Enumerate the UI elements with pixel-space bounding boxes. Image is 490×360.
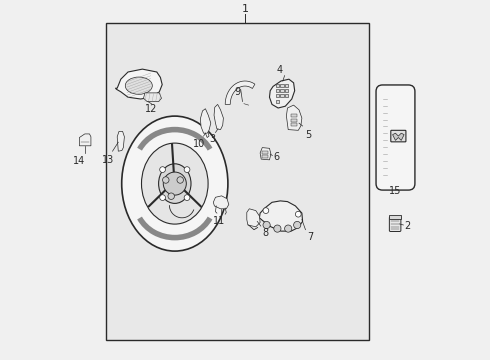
Circle shape: [163, 172, 186, 195]
Text: 15: 15: [389, 186, 402, 197]
Bar: [262, 151, 268, 154]
Text: 14: 14: [74, 156, 86, 166]
Text: 7: 7: [307, 232, 313, 242]
Circle shape: [160, 167, 166, 172]
Ellipse shape: [125, 77, 152, 94]
FancyBboxPatch shape: [390, 217, 401, 231]
Bar: [280, 84, 284, 87]
Text: 13: 13: [102, 155, 114, 165]
Polygon shape: [79, 134, 91, 146]
Circle shape: [274, 225, 281, 232]
Ellipse shape: [142, 143, 208, 224]
Polygon shape: [260, 148, 271, 160]
Circle shape: [294, 221, 301, 229]
Text: 3: 3: [209, 134, 215, 144]
Bar: [106, 23, 369, 340]
Circle shape: [295, 211, 301, 217]
Text: 6: 6: [273, 152, 279, 162]
Bar: [389, 215, 401, 219]
Bar: [280, 94, 284, 97]
Bar: [291, 123, 297, 126]
Bar: [291, 119, 297, 122]
Circle shape: [163, 177, 169, 183]
Polygon shape: [200, 109, 211, 133]
Bar: [285, 89, 288, 92]
Polygon shape: [247, 209, 260, 227]
Circle shape: [184, 167, 190, 172]
Bar: [275, 94, 279, 97]
Bar: [285, 94, 288, 97]
Text: 8: 8: [262, 228, 269, 238]
Text: 10: 10: [193, 139, 205, 149]
Bar: [262, 155, 268, 158]
Polygon shape: [214, 104, 223, 130]
Bar: [275, 89, 279, 92]
Text: 4: 4: [276, 65, 282, 75]
Bar: [285, 84, 288, 87]
Polygon shape: [117, 131, 124, 151]
Circle shape: [285, 225, 292, 232]
Text: 2: 2: [404, 221, 410, 231]
Circle shape: [263, 208, 269, 213]
Bar: [280, 89, 284, 92]
Ellipse shape: [122, 116, 228, 251]
Text: 1: 1: [242, 4, 248, 14]
Polygon shape: [392, 133, 404, 140]
Polygon shape: [270, 79, 294, 108]
Polygon shape: [116, 69, 162, 99]
Circle shape: [263, 221, 270, 229]
Circle shape: [184, 195, 190, 201]
Polygon shape: [225, 81, 255, 104]
Text: 12: 12: [145, 104, 157, 114]
Ellipse shape: [159, 164, 191, 203]
Polygon shape: [144, 93, 162, 102]
FancyBboxPatch shape: [391, 130, 406, 142]
Polygon shape: [259, 201, 303, 231]
Bar: [275, 100, 279, 103]
Bar: [291, 114, 297, 117]
Bar: [275, 84, 279, 87]
Text: 11: 11: [213, 216, 225, 226]
FancyBboxPatch shape: [376, 85, 415, 190]
Circle shape: [160, 195, 166, 201]
Polygon shape: [286, 105, 302, 130]
Text: 9: 9: [234, 87, 240, 97]
Polygon shape: [213, 196, 229, 209]
Text: 5: 5: [305, 130, 312, 140]
Circle shape: [177, 177, 183, 183]
Circle shape: [168, 193, 174, 199]
